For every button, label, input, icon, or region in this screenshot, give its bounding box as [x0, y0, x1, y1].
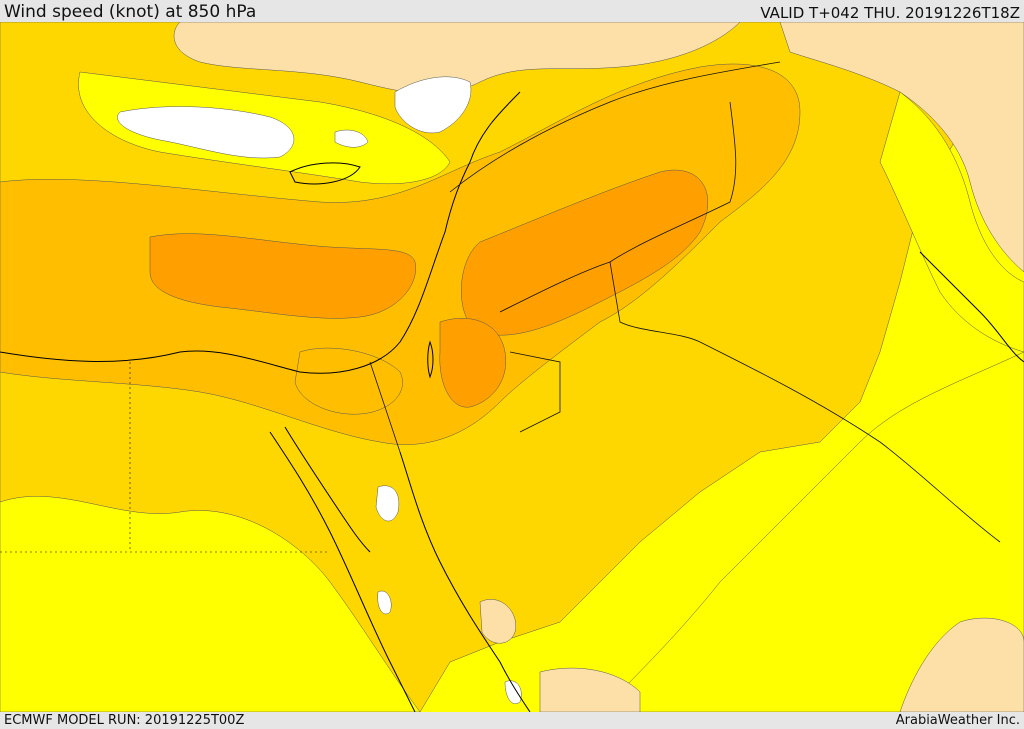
wind-speed-map: [0, 22, 1024, 712]
wind-field-core-jordan: [439, 318, 507, 408]
wind-field-yellow-south: [0, 496, 421, 712]
wind-field-pale-hejaz: [479, 599, 517, 644]
coastline-gulf-of-suez: [284, 426, 371, 553]
border-jordan-saudi: [499, 261, 701, 343]
wind-field-pale-iran: [779, 22, 1024, 273]
border-sinai: [369, 361, 401, 453]
credit: ArabiaWeather Inc.: [895, 713, 1020, 728]
wind-field-pale-south: [539, 667, 641, 712]
coastline-red-sea-west: [269, 431, 416, 712]
wind-field-calm-aqaba: [375, 485, 400, 522]
coastline-dead-sea: [427, 340, 434, 379]
wind-field-calm-anatolia: [117, 106, 295, 159]
wind-field-core-med: [149, 233, 417, 319]
map-title: Wind speed (knot) at 850 hPa: [4, 2, 257, 22]
valid-time: VALID T+042 THU. 20191226T18Z: [760, 4, 1020, 22]
coastline-gulf: [919, 251, 1024, 363]
footer-bar: ECMWF MODEL RUN: 20191225T00Z ArabiaWeat…: [0, 712, 1024, 729]
coastline-mediterranean: [0, 91, 521, 374]
border-syria-iraq: [449, 61, 781, 193]
model-run: ECMWF MODEL RUN: 20191225T00Z: [4, 713, 245, 728]
wind-field-calm-taurus: [394, 76, 472, 134]
wind-field-calm-redsea: [377, 590, 392, 615]
border-saudi-iraq: [609, 101, 737, 263]
border-jordan-iraq: [509, 351, 561, 433]
border-saudi-kuwait: [699, 341, 1001, 543]
wind-field-yellow-east: [599, 351, 1024, 712]
title-bar: Wind speed (knot) at 850 hPa VALID T+042…: [0, 0, 1024, 22]
wind-field-calm-jeddah: [504, 680, 522, 704]
coastline-red-sea-east: [399, 451, 531, 712]
wind-field-core-sinai: [294, 347, 403, 415]
wind-field-calm-cyprus: [334, 129, 369, 148]
wind-field-pale-se: [899, 617, 1024, 712]
coastline-cyprus: [289, 162, 361, 185]
wind-field-yellow-east-2: [879, 91, 1024, 353]
